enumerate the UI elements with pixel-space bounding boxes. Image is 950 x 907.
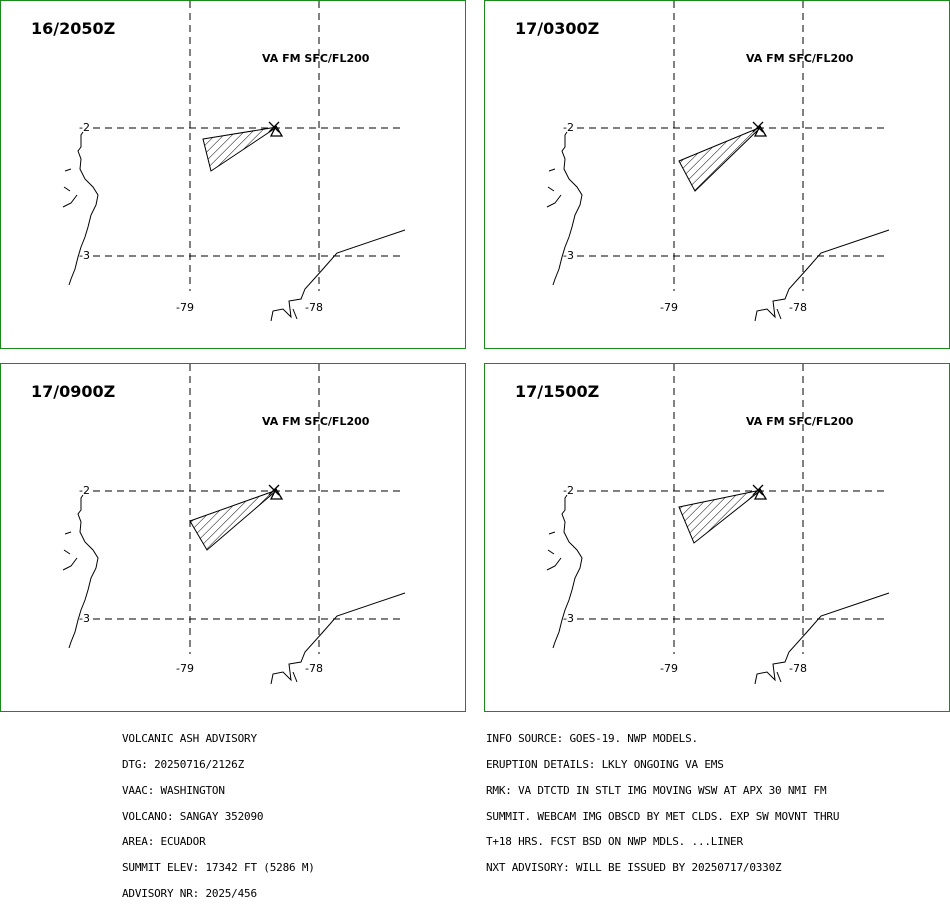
lon-tick-left: -79 bbox=[660, 662, 678, 675]
lat-tick-bottom: -3 bbox=[563, 612, 574, 625]
map-graphic bbox=[546, 1, 890, 322]
lat-tick-bottom: -3 bbox=[79, 249, 90, 262]
ash-cloud-polygon bbox=[202, 126, 278, 172]
advisory-line: ADVISORY NR: 2025/456 bbox=[122, 886, 257, 900]
forecast-panel-3: 17/0900Z VA FM SFC/FL200 -2 -3 -79 -78 bbox=[0, 363, 466, 712]
advisory-line: DTG: 20250716/2126Z bbox=[122, 757, 245, 771]
ash-cloud-polygon bbox=[678, 489, 762, 544]
advisory-line: NXT ADVISORY: WILL BE ISSUED BY 20250717… bbox=[486, 861, 782, 875]
coastline-islet bbox=[63, 186, 71, 192]
advisory-line: INFO SOURCE: GOES-19. NWP MODELS. bbox=[486, 732, 698, 746]
ash-cloud-polygon bbox=[678, 126, 762, 192]
panel-time: 16/2050Z bbox=[31, 19, 116, 38]
lon-tick-left: -79 bbox=[660, 301, 678, 314]
volcano-symbol bbox=[268, 121, 284, 137]
coastline-spur bbox=[62, 194, 78, 208]
forecast-panel-1: 16/2050Z VA FM SFC/FL200 -2 -3 -79 -78 bbox=[0, 0, 466, 349]
advisory-right: INFO SOURCE: GOES-19. NWP MODELS. ERUPTI… bbox=[486, 718, 839, 881]
lat-tick-top: -2 bbox=[563, 484, 574, 497]
volcano-symbol bbox=[268, 484, 284, 500]
lon-tick-left: -79 bbox=[176, 662, 194, 675]
lon-tick-left: -79 bbox=[176, 301, 194, 314]
advisory-line: VOLCANO: SANGAY 352090 bbox=[122, 809, 264, 823]
panel-level: VA FM SFC/FL200 bbox=[262, 415, 370, 428]
panel-level: VA FM SFC/FL200 bbox=[746, 52, 854, 65]
panel-time: 17/1500Z bbox=[515, 382, 600, 401]
coastline-island bbox=[64, 168, 72, 172]
lon-tick-right: -78 bbox=[305, 301, 323, 314]
map-graphic bbox=[62, 364, 406, 685]
forecast-panel-4: 17/1500Z VA FM SFC/FL200 -2 -3 -79 -78 bbox=[484, 363, 950, 712]
map-graphic bbox=[546, 364, 890, 685]
advisory-line: SUMMIT. WEBCAM IMG OBSCD BY MET CLDS. EX… bbox=[486, 809, 840, 823]
advisory-line: VOLCANIC ASH ADVISORY bbox=[122, 732, 257, 746]
border-line bbox=[270, 229, 406, 322]
volcano-symbol bbox=[752, 121, 768, 137]
lat-tick-bottom: -3 bbox=[79, 612, 90, 625]
panel-time: 17/0900Z bbox=[31, 382, 116, 401]
advisory-line: ERUPTION DETAILS: LKLY ONGOING VA EMS bbox=[486, 757, 724, 771]
advisory-line: T+18 HRS. FCST BSD ON NWP MDLS. ...LINER bbox=[486, 835, 743, 849]
panel-level: VA FM SFC/FL200 bbox=[262, 52, 370, 65]
coastline bbox=[68, 131, 99, 286]
lon-tick-right: -78 bbox=[789, 301, 807, 314]
lat-tick-top: -2 bbox=[79, 484, 90, 497]
advisory-line: AREA: ECUADOR bbox=[122, 835, 206, 849]
lat-tick-top: -2 bbox=[563, 121, 574, 134]
map-graphic bbox=[62, 1, 406, 322]
border-hook bbox=[292, 308, 298, 320]
lat-tick-bottom: -3 bbox=[563, 249, 574, 262]
ash-cloud-polygon bbox=[189, 489, 278, 551]
panel-level: VA FM SFC/FL200 bbox=[746, 415, 854, 428]
panel-time: 17/0300Z bbox=[515, 19, 600, 38]
lon-tick-right: -78 bbox=[789, 662, 807, 675]
lon-tick-right: -78 bbox=[305, 662, 323, 675]
lat-tick-top: -2 bbox=[79, 121, 90, 134]
volcano-symbol bbox=[752, 484, 768, 500]
forecast-panel-2: 17/0300Z VA FM SFC/FL200 -2 -3 -79 -78 bbox=[484, 0, 950, 349]
advisory-line: SUMMIT ELEV: 17342 FT (5286 M) bbox=[122, 861, 315, 875]
advisory-line: VAAC: WASHINGTON bbox=[122, 783, 225, 797]
advisory-line: RMK: VA DTCTD IN STLT IMG MOVING WSW AT … bbox=[486, 783, 827, 797]
advisory-left: VOLCANIC ASH ADVISORY DTG: 20250716/2126… bbox=[122, 718, 315, 907]
